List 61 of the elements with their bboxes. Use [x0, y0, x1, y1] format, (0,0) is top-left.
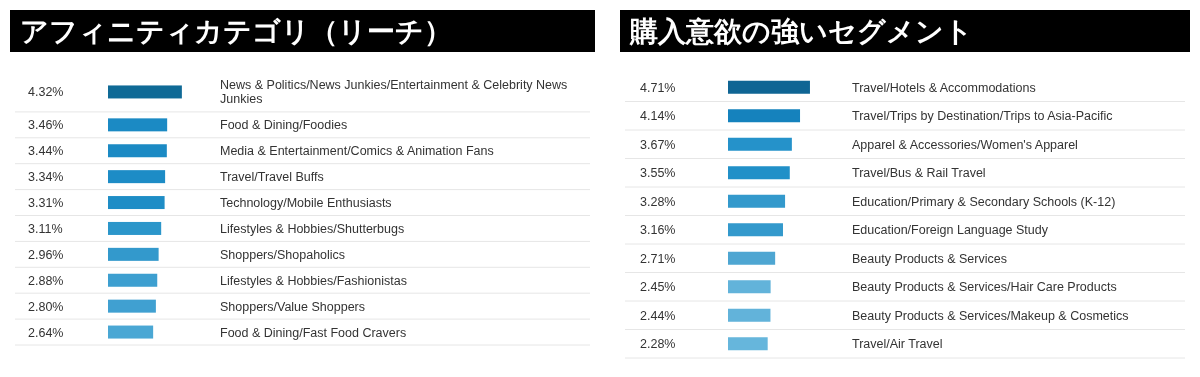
bar: [728, 280, 771, 294]
data-label: 3.44%: [28, 144, 64, 159]
bar: [728, 337, 768, 351]
y-tick-label: Beauty Products & Services/Makeup & Cosmetics: [852, 308, 1129, 323]
y-tick-label: Travel/Bus & Rail Travel: [852, 166, 986, 181]
y-tick-label: Lifestyles & Hobbies/Shutterbugs: [220, 221, 405, 236]
data-label: 3.67%: [640, 137, 676, 152]
bar: [108, 144, 167, 158]
data-label: 2.45%: [640, 280, 676, 295]
data-label: 3.55%: [640, 166, 676, 181]
data-label: 3.31%: [28, 196, 64, 211]
data-label: 2.71%: [640, 251, 676, 266]
y-tick-label: News & Politics/News Junkies/Entertainment & Celebrity News Junkies: [220, 78, 568, 107]
bar: [108, 247, 159, 261]
bar: [728, 223, 783, 237]
bar: [728, 109, 801, 123]
data-label: 4.71%: [640, 80, 676, 95]
bar: [108, 299, 156, 313]
y-tick-label: Technology/Mobile Enthusiasts: [220, 196, 392, 211]
y-tick-label: Shoppers/Value Shoppers: [220, 299, 366, 314]
bar: [728, 308, 771, 322]
data-label: 3.16%: [640, 223, 676, 238]
chart-title: 購入意欲の強いセグメント: [629, 16, 973, 47]
y-tick-label: Travel/Travel Buffs: [220, 170, 324, 185]
chart-title: アフィニティカテゴリ（リーチ）: [20, 16, 452, 47]
y-tick-label: Travel/Hotels & Accommodations: [852, 80, 1036, 95]
data-label: 3.46%: [28, 118, 64, 133]
data-label: 2.44%: [640, 308, 676, 323]
data-label: 2.88%: [28, 273, 64, 288]
data-label: 3.11%: [28, 221, 63, 236]
y-tick-label: Apparel & Accessories/Women's Apparel: [852, 137, 1078, 152]
bar: [108, 196, 165, 210]
bar: [108, 325, 154, 339]
bar: [108, 118, 168, 132]
data-label: 2.64%: [28, 325, 64, 340]
bar: [728, 251, 776, 265]
y-tick-label: Lifestyles & Hobbies/Fashionistas: [220, 273, 407, 288]
bar: [728, 194, 786, 208]
y-tick-label: Education/Primary & Secondary Schools (K-12): [852, 194, 1116, 209]
bar: [728, 137, 792, 151]
bar: [728, 80, 810, 94]
y-tick-label: Travel/Trips by Destination/Trips to Asia-Pacific: [852, 109, 1113, 124]
bar: [728, 166, 790, 180]
data-label: 2.96%: [28, 247, 64, 262]
bar: [108, 170, 166, 184]
y-tick-label: Food & Dining/Fast Food Cravers: [220, 325, 407, 340]
data-label: 3.28%: [640, 194, 676, 209]
y-tick-label: Travel/Air Travel: [852, 337, 943, 352]
data-label: 3.34%: [28, 170, 64, 185]
data-label: 2.80%: [28, 299, 64, 314]
data-label: 4.32%: [28, 85, 64, 100]
y-tick-label: Beauty Products & Services: [852, 251, 1007, 266]
bar: [108, 221, 162, 235]
y-tick-label: Beauty Products & Services/Hair Care Products: [852, 280, 1117, 295]
data-label: 4.14%: [640, 109, 676, 124]
bar: [108, 273, 158, 287]
data-label: 2.28%: [640, 337, 676, 352]
y-tick-label: Education/Foreign Language Study: [852, 223, 1049, 238]
y-tick-label: Shoppers/Shopaholics: [220, 247, 346, 262]
y-tick-label: Food & Dining/Foodies: [220, 118, 348, 133]
y-tick-label: Media & Entertainment/Comics & Animation Fans: [220, 144, 494, 159]
